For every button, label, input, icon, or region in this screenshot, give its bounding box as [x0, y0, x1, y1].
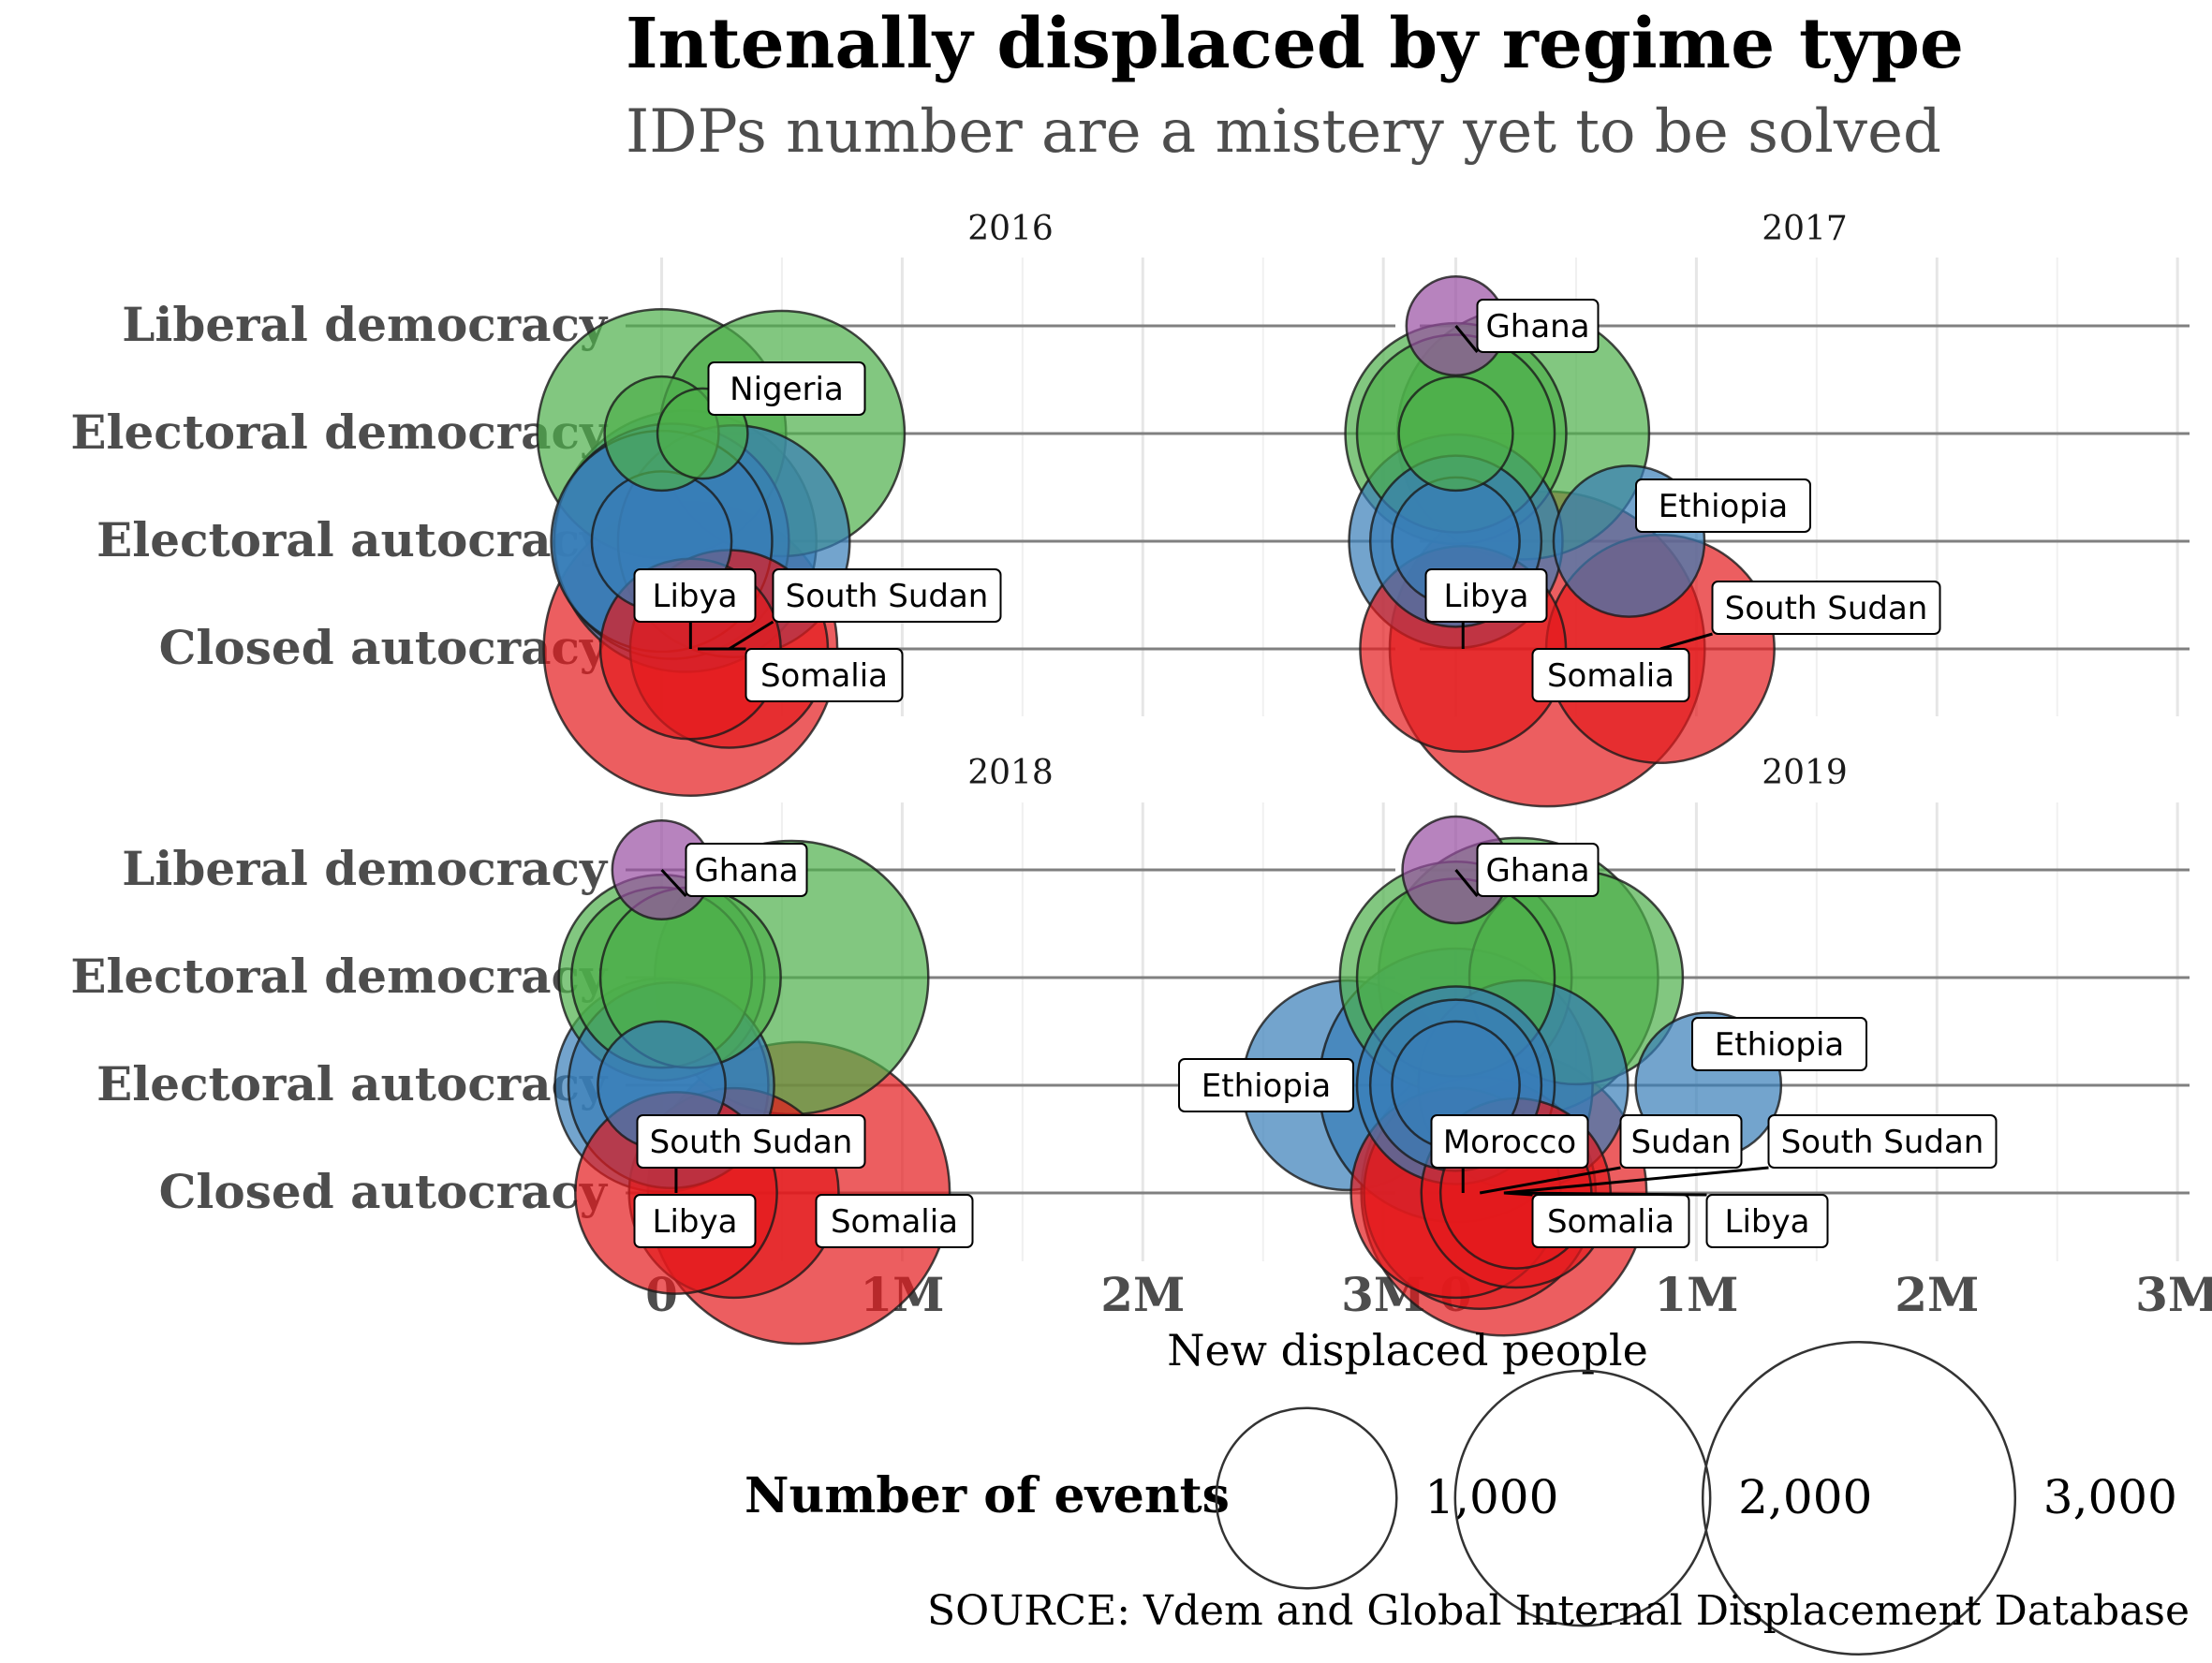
y-tick-label: Closed autocracy: [159, 1164, 609, 1219]
label-connector: [1454, 869, 1479, 897]
point-label-box: [636, 1114, 866, 1169]
point-label-box: [1691, 1017, 1867, 1071]
chart-caption: SOURCE: Vdem and Global Internal Displac…: [927, 1587, 2190, 1635]
point-label-box: [1619, 1114, 1743, 1169]
point-label-box: [685, 843, 808, 897]
facet-strip-label: 2017: [1762, 210, 1848, 248]
point-label-box: [633, 1194, 757, 1248]
point-label-box: [1476, 299, 1600, 353]
point-label-box: [1635, 478, 1811, 533]
point-label: Libya: [1725, 1203, 1810, 1241]
point-label-box: [1424, 568, 1548, 623]
x-tick-label: 1M: [1654, 1267, 1738, 1322]
chart-title: Intenally displaced by regime type: [626, 4, 1964, 84]
point-label: Somalia: [1547, 657, 1674, 695]
facet-strip-label: 2018: [967, 754, 1054, 792]
point-label: Ethiopia: [1202, 1067, 1331, 1105]
y-tick-label: Liberal democracy: [122, 841, 609, 896]
legend-size-key: [1453, 1369, 1712, 1627]
chart-subtitle: IDPs number are a mistery yet to be solv…: [626, 97, 1941, 167]
label-connector: [1503, 1166, 1769, 1195]
y-tick-label: Liberal democracy: [122, 297, 609, 352]
x-axis-title: New displaced people: [1167, 1325, 1648, 1376]
y-tick-label: Closed autocracy: [159, 620, 609, 675]
point-label-box: [745, 648, 904, 702]
label-connector: [728, 620, 774, 651]
x-tick-label: 2M: [1895, 1267, 1979, 1322]
legend-size-label: 3,000: [2043, 1470, 2177, 1524]
y-tick-label: Electoral autocracy: [96, 1056, 609, 1111]
point-label: Libya: [653, 1203, 738, 1241]
y-tick-label: Electoral autocracy: [96, 512, 609, 567]
point-label: Somalia: [831, 1203, 958, 1241]
label-connector: [660, 868, 687, 898]
legend-size-key: [1701, 1340, 2017, 1656]
point-label: South Sudan: [1725, 590, 1928, 627]
point-label: South Sudan: [1781, 1124, 1984, 1161]
point-label: Nigeria: [730, 371, 844, 408]
point-label-box: [1767, 1114, 1998, 1169]
point-label-box: [815, 1194, 974, 1248]
point-label: Ghana: [1485, 852, 1589, 890]
label-connector: [1515, 1191, 1707, 1197]
point-label: Somalia: [760, 657, 888, 695]
point-label: Somalia: [1547, 1203, 1674, 1241]
legend-size-key: [1215, 1406, 1398, 1590]
point-label: Ethiopia: [1715, 1026, 1844, 1064]
point-label-box: [1476, 843, 1600, 897]
point-label: Libya: [653, 578, 738, 615]
point-label-box: [1531, 648, 1690, 702]
legend-size-label: 2,000: [1738, 1470, 1872, 1524]
point-label: Libya: [1444, 578, 1529, 615]
label-connector: [1659, 632, 1713, 651]
legend-title: Number of events: [745, 1467, 1230, 1524]
point-label-box: [1178, 1058, 1354, 1112]
x-tick-label: 3M: [2135, 1267, 2212, 1322]
point-label-box: [1711, 581, 1941, 635]
facet-strip-label: 2019: [1762, 754, 1848, 792]
point-label: Ethiopia: [1659, 488, 1788, 525]
point-label-box: [633, 568, 757, 623]
legend-size-label: 1,000: [1424, 1470, 1558, 1524]
point-label: South Sudan: [650, 1124, 853, 1161]
point-label: Morocco: [1443, 1124, 1576, 1161]
label-connector: [1454, 325, 1479, 353]
point-label-box: [707, 361, 866, 416]
label-connector: [1479, 1166, 1621, 1195]
point-label-box: [772, 568, 1002, 623]
data-point: [1397, 375, 1514, 493]
point-label: Ghana: [1485, 308, 1589, 346]
x-tick-label: 2M: [1100, 1267, 1185, 1322]
point-label: South Sudan: [786, 578, 989, 615]
y-tick-label: Electoral democracy: [70, 949, 609, 1004]
point-label-box: [1430, 1114, 1589, 1169]
point-label-box: [1705, 1194, 1829, 1248]
point-label: Sudan: [1630, 1124, 1731, 1161]
y-tick-label: Electoral democracy: [70, 405, 609, 460]
facet-strip-label: 2016: [967, 210, 1054, 248]
point-label: Ghana: [694, 852, 798, 890]
